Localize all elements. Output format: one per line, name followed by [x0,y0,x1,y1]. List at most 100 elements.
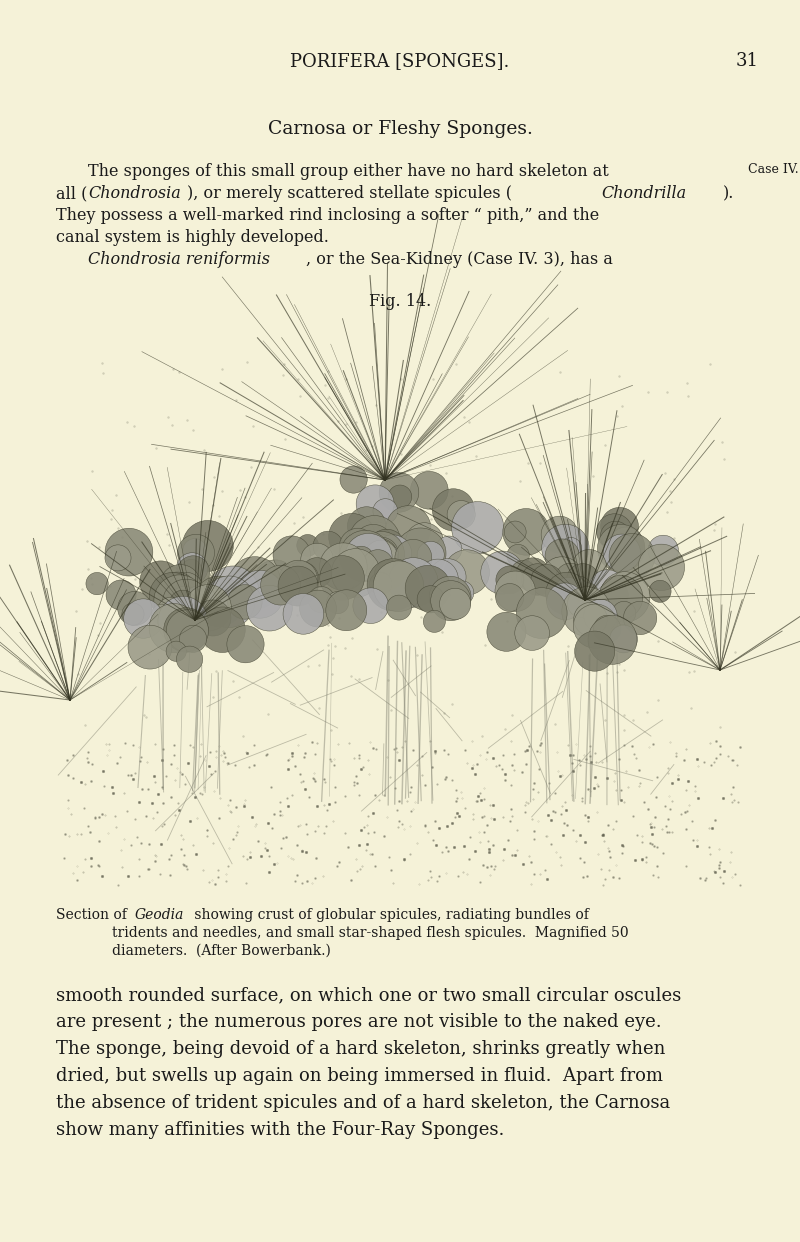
Ellipse shape [362,550,394,580]
Ellipse shape [372,539,398,565]
Text: Fig. 14.: Fig. 14. [369,293,431,310]
Ellipse shape [541,556,582,599]
Ellipse shape [609,534,655,579]
Ellipse shape [273,535,310,574]
Ellipse shape [177,553,208,584]
Ellipse shape [496,566,524,594]
Ellipse shape [603,534,641,571]
Ellipse shape [356,533,397,574]
Ellipse shape [429,576,471,619]
Ellipse shape [348,546,374,573]
Ellipse shape [507,544,530,566]
Ellipse shape [246,585,292,631]
Ellipse shape [168,573,203,607]
Text: Carnosa or Fleshy Sponges.: Carnosa or Fleshy Sponges. [267,120,533,138]
Ellipse shape [373,561,424,611]
Text: the absence of trident spicules and of a hard skeleton, the Carnosa: the absence of trident spicules and of a… [56,1094,670,1112]
Ellipse shape [556,563,585,592]
Ellipse shape [589,570,626,606]
Ellipse shape [386,595,411,620]
Ellipse shape [588,615,637,664]
Ellipse shape [554,578,582,605]
Ellipse shape [598,575,642,620]
Ellipse shape [300,590,337,627]
Ellipse shape [158,573,197,611]
Ellipse shape [170,586,199,616]
Ellipse shape [597,514,633,549]
Ellipse shape [554,559,574,579]
Ellipse shape [623,601,657,635]
Ellipse shape [225,581,253,610]
Ellipse shape [301,543,334,576]
Ellipse shape [339,530,391,581]
Ellipse shape [545,539,579,574]
Ellipse shape [516,587,567,638]
Ellipse shape [105,528,153,576]
Ellipse shape [406,523,443,560]
Ellipse shape [283,594,324,635]
Ellipse shape [522,564,553,595]
Ellipse shape [374,560,404,590]
Bar [55,340,745,891]
Ellipse shape [389,558,438,607]
Ellipse shape [367,559,419,611]
Ellipse shape [570,580,590,600]
Ellipse shape [363,539,398,573]
Ellipse shape [151,604,172,625]
Ellipse shape [149,604,198,653]
Ellipse shape [514,616,550,651]
Text: ).: ). [722,185,734,202]
Ellipse shape [170,585,200,615]
Ellipse shape [227,585,262,620]
Ellipse shape [648,535,678,566]
Ellipse shape [510,560,537,586]
Ellipse shape [395,528,446,579]
Ellipse shape [326,590,366,631]
Ellipse shape [374,544,398,568]
Ellipse shape [599,571,650,622]
Ellipse shape [450,581,474,605]
Ellipse shape [166,610,209,652]
Text: smooth rounded surface, on which one or two small circular oscules: smooth rounded surface, on which one or … [56,986,682,1004]
Ellipse shape [364,538,398,571]
Text: Chondrilla: Chondrilla [602,185,686,202]
Ellipse shape [444,550,490,595]
Text: , or the Sea-Kidney (Case IV. 3), has a: , or the Sea-Kidney (Case IV. 3), has a [306,251,614,268]
Ellipse shape [229,556,281,609]
Text: Chondrosia: Chondrosia [89,185,182,202]
Ellipse shape [326,591,349,614]
Ellipse shape [203,576,255,627]
Ellipse shape [254,560,297,604]
Text: show many affinities with the Four-Ray Sponges.: show many affinities with the Four-Ray S… [56,1122,504,1139]
Ellipse shape [601,522,630,551]
Ellipse shape [356,484,394,523]
Ellipse shape [347,507,386,545]
Ellipse shape [227,626,264,663]
Ellipse shape [495,571,535,611]
Ellipse shape [177,646,202,672]
Text: PORIFERA [SPONGES].: PORIFERA [SPONGES]. [290,52,510,70]
Text: 31: 31 [736,52,759,70]
Ellipse shape [610,625,638,653]
Ellipse shape [158,596,208,646]
Ellipse shape [504,522,526,543]
Ellipse shape [360,542,389,570]
Ellipse shape [236,570,284,619]
Ellipse shape [395,539,432,576]
Ellipse shape [346,528,371,553]
Ellipse shape [356,540,386,570]
Text: diameters.  (After Bowerbank.): diameters. (After Bowerbank.) [112,944,331,958]
Ellipse shape [417,542,444,569]
Ellipse shape [574,602,607,636]
Ellipse shape [278,566,318,606]
Ellipse shape [182,559,202,580]
Ellipse shape [118,591,152,626]
Ellipse shape [436,537,462,563]
Ellipse shape [574,604,618,648]
Ellipse shape [302,558,332,587]
Ellipse shape [410,472,448,509]
Text: are present ; the numerous pores are not visible to the naked eye.: are present ; the numerous pores are not… [56,1013,662,1031]
Ellipse shape [86,573,108,595]
Ellipse shape [331,549,380,597]
Ellipse shape [368,529,406,568]
